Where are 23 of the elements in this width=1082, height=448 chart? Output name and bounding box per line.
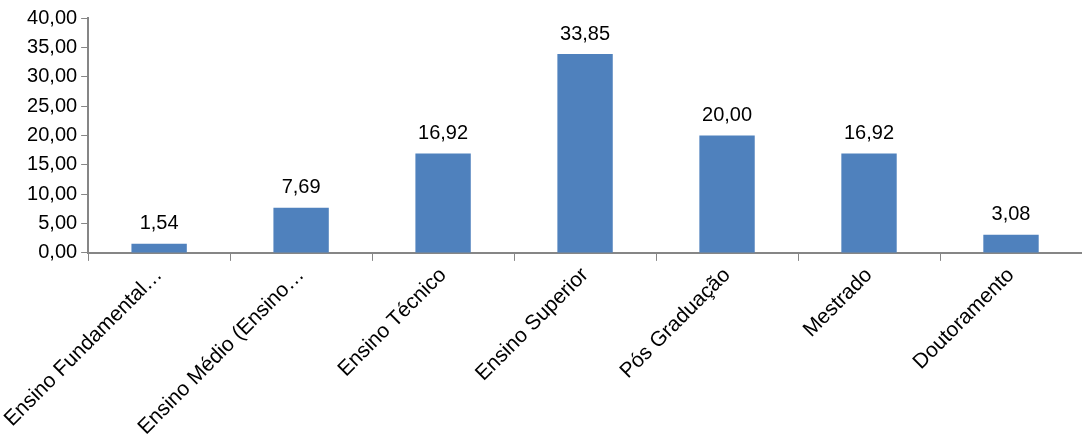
y-tick-label: 5,00 <box>38 211 78 234</box>
bar <box>983 234 1039 253</box>
y-tick-label: 35,00 <box>27 34 78 57</box>
data-label: 20,00 <box>702 102 753 125</box>
y-tick-label: 20,00 <box>27 122 78 145</box>
bar <box>699 135 755 253</box>
bar <box>841 153 897 253</box>
data-label: 7,69 <box>281 175 321 198</box>
y-tick-label: 10,00 <box>27 181 78 204</box>
y-tick-label: 25,00 <box>27 93 78 116</box>
data-label: 3,08 <box>991 202 1031 225</box>
y-tick-label: 40,00 <box>27 5 78 28</box>
y-tick-label: 0,00 <box>38 240 78 263</box>
data-label: 1,54 <box>139 211 179 234</box>
bar <box>273 207 329 253</box>
bar <box>415 153 471 253</box>
bar <box>131 243 187 253</box>
data-label: 16,92 <box>418 121 469 144</box>
y-tick-label: 30,00 <box>27 64 78 87</box>
y-tick-label: 15,00 <box>27 152 78 175</box>
data-label: 33,85 <box>560 21 611 44</box>
bar <box>557 54 613 253</box>
data-label: 16,92 <box>844 121 895 144</box>
